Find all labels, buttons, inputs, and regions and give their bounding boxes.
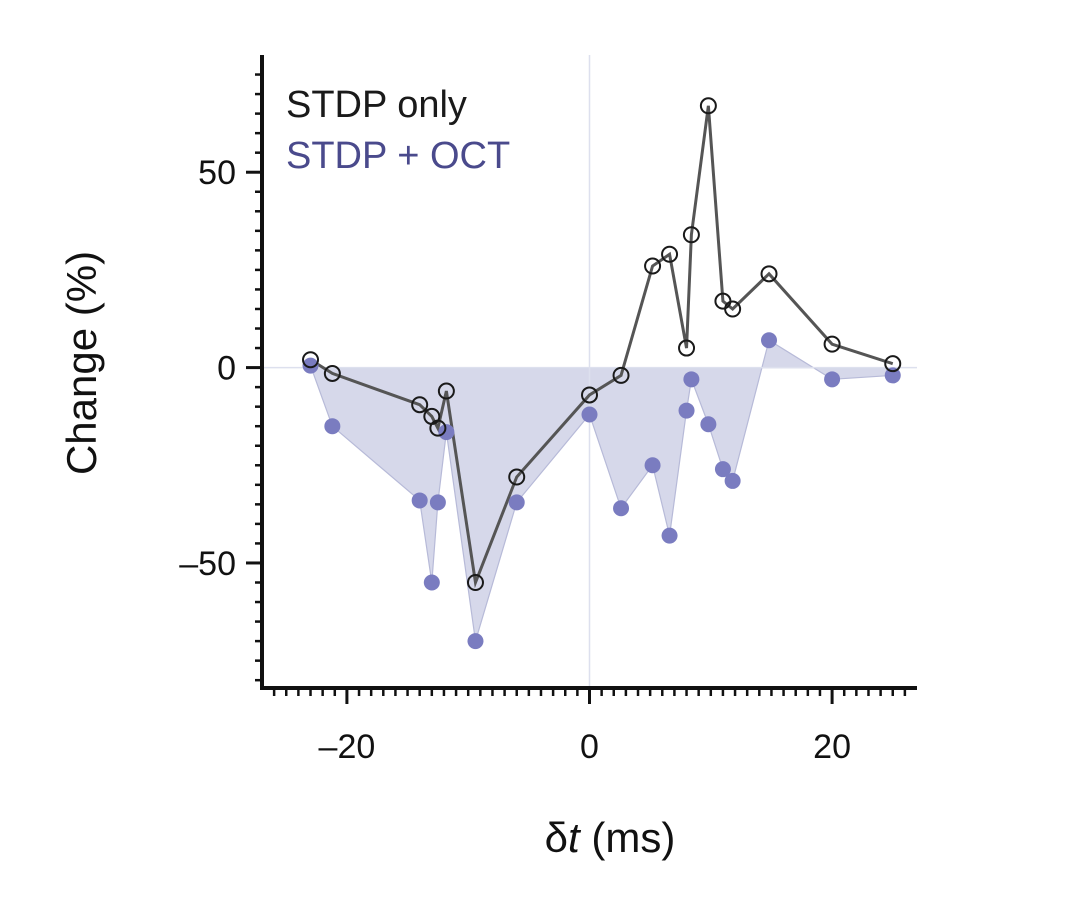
point-stdp-oct <box>644 457 661 474</box>
point-stdp-only <box>724 300 742 318</box>
series-line-stdp-only <box>309 105 894 589</box>
axes <box>246 55 917 704</box>
series-lines <box>309 105 894 589</box>
point-stdp-oct <box>429 494 446 511</box>
x-axis-title-unit: (ms) <box>580 814 676 861</box>
point-stdp-oct <box>714 461 731 478</box>
point-stdp-only <box>612 366 630 384</box>
x-tick-label: –20 <box>319 728 376 766</box>
point-stdp-oct <box>678 402 695 419</box>
legend-entry-stdp-oct: STDP + OCT <box>286 135 510 177</box>
x-tick-label: 0 <box>580 728 599 766</box>
y-tick-label: 0 <box>217 350 236 388</box>
point-stdp-oct <box>508 494 525 511</box>
point-stdp-only <box>661 245 679 263</box>
point-stdp-only <box>302 351 320 369</box>
reference-lines <box>262 55 917 688</box>
x-axis-title-symbol: δ <box>545 814 568 861</box>
series-markers <box>302 97 902 650</box>
point-stdp-oct <box>324 418 341 435</box>
point-stdp-only <box>466 574 484 591</box>
legend-entry-stdp-only: STDP only <box>286 84 467 126</box>
point-stdp-only <box>323 364 341 382</box>
y-tick-label: 50 <box>198 154 236 192</box>
point-stdp-oct <box>411 492 428 509</box>
point-stdp-oct <box>724 472 741 489</box>
point-stdp-oct <box>683 371 700 388</box>
point-stdp-only <box>760 265 778 283</box>
point-stdp-oct <box>824 371 841 388</box>
point-stdp-only <box>429 419 447 437</box>
y-axis-title: Change (%) <box>58 251 105 475</box>
point-stdp-only <box>884 355 902 373</box>
point-stdp-oct <box>700 416 717 433</box>
point-stdp-oct <box>423 574 440 591</box>
point-stdp-oct <box>613 500 630 517</box>
point-stdp-only <box>581 386 598 404</box>
point-stdp-oct <box>467 633 484 650</box>
point-stdp-oct <box>884 367 901 384</box>
point-stdp-only <box>411 396 429 414</box>
x-axis-title-variable: t <box>568 814 582 861</box>
x-axis-title: δt (ms) <box>545 814 676 861</box>
point-stdp-only <box>682 226 700 244</box>
x-tick-label: 20 <box>813 728 851 766</box>
point-stdp-oct <box>581 406 598 423</box>
point-stdp-oct <box>438 424 455 441</box>
y-tick-label: –50 <box>179 545 236 583</box>
point-stdp-only <box>699 97 717 115</box>
point-stdp-only <box>508 468 526 486</box>
point-stdp-oct <box>302 357 319 374</box>
point-stdp-only <box>437 382 455 400</box>
point-stdp-oct <box>761 332 778 349</box>
point-stdp-only <box>678 339 696 357</box>
point-stdp-only <box>644 257 662 275</box>
tick-labels: –50 0 50 –20 0 20 <box>179 154 851 766</box>
point-stdp-only <box>823 335 841 353</box>
point-stdp-oct <box>661 527 678 544</box>
